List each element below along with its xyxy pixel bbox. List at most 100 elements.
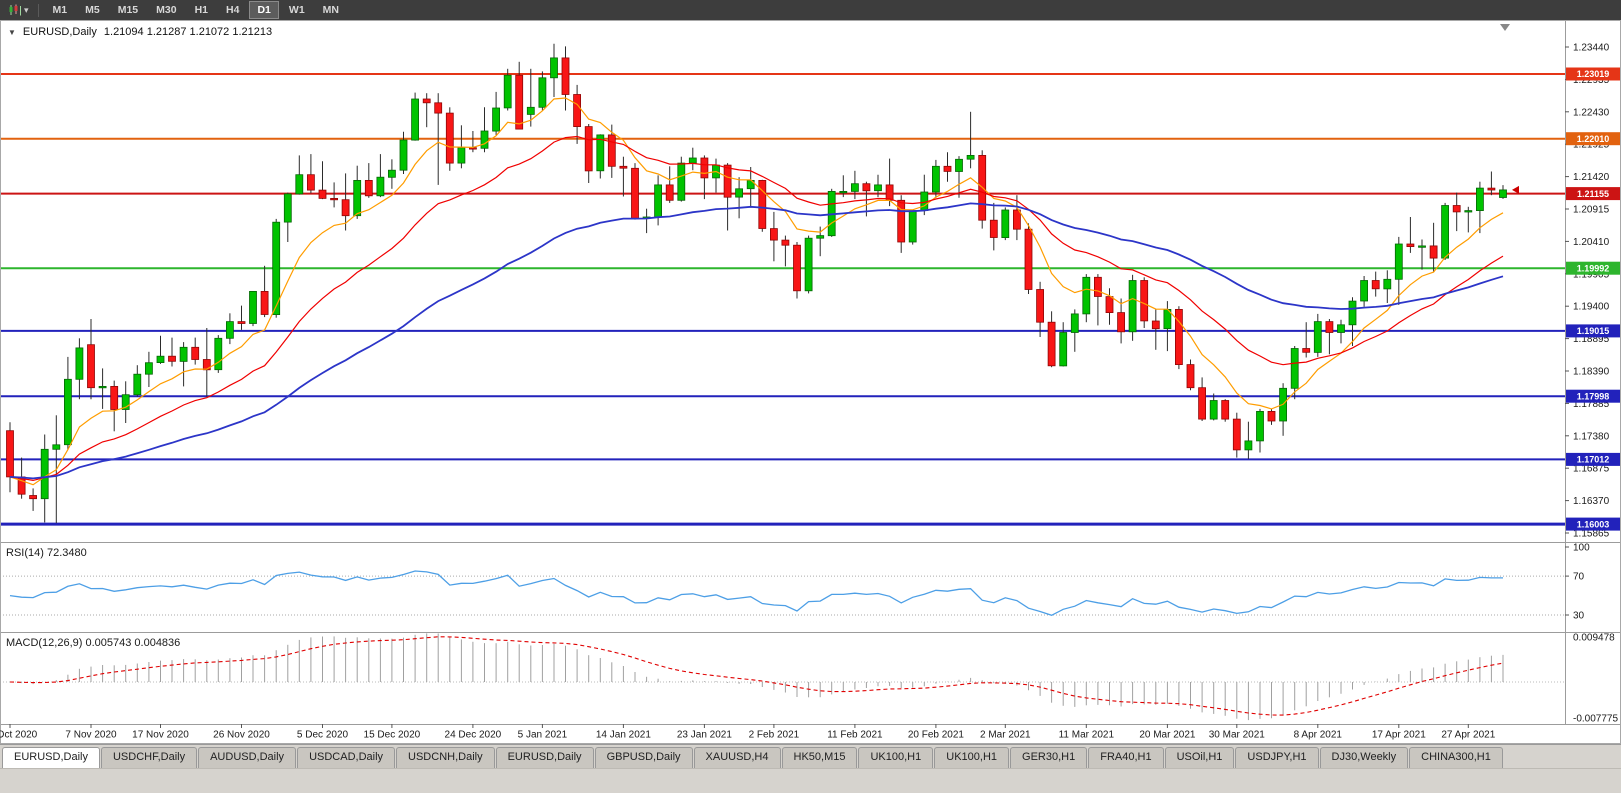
timeframe-toolbar: ▾ M1 M5 M15 M30 H1 H4 D1 W1 MN	[0, 0, 1621, 20]
rsi-axis-label: 30	[1573, 611, 1585, 622]
date-axis-label: 2 Mar 2021	[980, 730, 1031, 741]
chart-tab-usdcnh-daily-4[interactable]: USDCNH,Daily	[396, 747, 495, 768]
collapse-panel-icon[interactable]: ▼	[8, 27, 16, 37]
price-axis-label: 1.23440	[1573, 43, 1610, 54]
timeframe-button-h1[interactable]: H1	[194, 3, 209, 16]
chart-tab-dj30-weekly-15[interactable]: DJ30,Weekly	[1319, 747, 1409, 768]
price-axis-label: 1.18895	[1573, 334, 1610, 345]
date-axis-label: 17 Nov 2020	[132, 730, 189, 741]
chart-tab-ger30-h1-11[interactable]: GER30,H1	[1010, 747, 1088, 768]
chart-tab-usdjpy-h1-14[interactable]: USDJPY,H1	[1235, 747, 1319, 768]
price-axis-label: 1.16875	[1573, 464, 1610, 475]
timeframe-button-m30[interactable]: M30	[156, 3, 177, 16]
date-axis-label: 11 Mar 2021	[1059, 730, 1115, 741]
chart-tab-eurusd-daily-0[interactable]: EURUSD,Daily	[2, 747, 100, 768]
date-axis-label: 7 Nov 2020	[65, 730, 117, 741]
ma-line-8	[9, 97, 1504, 486]
date-axis-label: 5 Jan 2021	[518, 730, 568, 741]
level-price-tag-1.19015: 1.19015	[1566, 324, 1620, 338]
level-price-tag-1.19992: 1.19992	[1566, 261, 1620, 275]
chart-tab-eurusd-daily-5[interactable]: EURUSD,Daily	[495, 747, 594, 768]
chevron-down-icon: ▾	[24, 4, 29, 15]
chart-tab-audusd-daily-2[interactable]: AUDUSD,Daily	[198, 747, 297, 768]
chart-tab-uk100-h1-9[interactable]: UK100,H1	[858, 747, 934, 768]
svg-text:1.17998: 1.17998	[1577, 391, 1610, 401]
timeframe-button-mn[interactable]: MN	[322, 3, 339, 16]
toolbar-separator	[37, 3, 39, 17]
moving-averages-group	[9, 97, 1504, 486]
date-axis-label: 26 Nov 2020	[213, 730, 270, 741]
chart-ohlc-values: 1.21094 1.21287 1.21072 1.21213	[103, 26, 273, 38]
chart-tab-fra40-h1-12[interactable]: FRA40,H1	[1088, 747, 1164, 768]
price-axis-label: 1.19400	[1573, 302, 1610, 313]
timeframe-button-h4[interactable]: H4	[226, 3, 240, 16]
svg-text:1.19992: 1.19992	[1577, 263, 1610, 273]
timeframe-button-w1[interactable]: W1	[288, 3, 305, 16]
rsi-indicator-label: RSI(14) 72.3480	[6, 547, 87, 559]
status-strip	[0, 768, 1621, 793]
level-price-tag-1.23019: 1.23019	[1566, 67, 1620, 81]
date-axis-label: 5 Dec 2020	[297, 730, 349, 741]
date-axis-label: 15 Dec 2020	[364, 730, 421, 741]
chart-tab-usdcad-daily-3[interactable]: USDCAD,Daily	[297, 747, 396, 768]
support-resistance-lines[interactable]	[0, 73, 1565, 526]
date-axis-label: 29 Oct 2020	[0, 730, 38, 741]
chart-area[interactable]: 1.234401.229351.224301.219251.214201.209…	[0, 20, 1621, 744]
svg-text:1.19015: 1.19015	[1577, 326, 1610, 336]
price-axis-label: 1.16370	[1573, 496, 1610, 507]
timeframe-button-d1[interactable]: D1	[249, 0, 279, 20]
macd-signal-line	[9, 636, 1504, 716]
date-axis-label: 20 Mar 2021	[1139, 730, 1196, 741]
svg-text:1.17012: 1.17012	[1577, 455, 1610, 465]
chart-header: ▼ EURUSD,Daily 1.21094 1.21287 1.21072 1…	[8, 26, 272, 38]
level-price-tag-1.21155: 1.21155	[1566, 187, 1620, 201]
date-axis-label: 17 Apr 2021	[1372, 730, 1426, 741]
candlestick-glyph	[9, 4, 21, 16]
chart-shift-marker[interactable]	[1500, 24, 1510, 31]
price-axis-label: 1.22430	[1573, 107, 1610, 118]
price-axis-label: 1.17380	[1573, 431, 1610, 442]
timeframe-button-m15[interactable]: M15	[117, 3, 139, 16]
date-axis-label: 11 Feb 2021	[827, 730, 883, 741]
chart-tab-usdchf-daily-1[interactable]: USDCHF,Daily	[100, 747, 198, 768]
level-price-tag-1.17998: 1.17998	[1566, 389, 1620, 403]
price-axis-label: 1.20410	[1573, 237, 1610, 248]
macd-axis-label: -0.007775	[1573, 714, 1618, 725]
macd-indicator-label: MACD(12,26,9) 0.005743 0.004836	[6, 637, 180, 649]
price-chart-canvas[interactable]: 1.234401.229351.224301.219251.214201.209…	[0, 20, 1621, 744]
date-axis-label: 14 Jan 2021	[596, 730, 651, 741]
date-axis-label: 20 Feb 2021	[908, 730, 965, 741]
level-price-tag-1.16003: 1.16003	[1566, 517, 1620, 531]
chart-tab-hk50-m15-8[interactable]: HK50,M15	[781, 747, 858, 768]
chart-tab-usoil-h1-13[interactable]: USOil,H1	[1164, 747, 1235, 768]
svg-text:1.21155: 1.21155	[1577, 189, 1609, 199]
date-axis-label: 27 Apr 2021	[1441, 730, 1495, 741]
price-axis-label: 1.15865	[1573, 529, 1610, 540]
svg-text:1.23019: 1.23019	[1577, 69, 1610, 79]
ma-line-50	[9, 202, 1504, 480]
macd-axis-label: 0.009478	[1573, 633, 1615, 644]
price-axis-label: 1.17885	[1573, 399, 1610, 410]
candlestick-chart-icon[interactable]: ▾	[4, 3, 33, 17]
chart-symbol-label: EURUSD,Daily	[22, 26, 97, 38]
date-axis-label: 2 Feb 2021	[749, 730, 800, 741]
chart-tab-gbpusd-daily-6[interactable]: GBPUSD,Daily	[594, 747, 693, 768]
svg-text:1.16003: 1.16003	[1577, 519, 1610, 529]
price-axis-label: 1.18390	[1573, 367, 1610, 378]
rsi-axis-label: 70	[1573, 572, 1585, 583]
chart-tab-uk100-h1-10[interactable]: UK100,H1	[934, 747, 1010, 768]
timeframe-button-m5[interactable]: M5	[85, 3, 100, 16]
chart-background	[0, 20, 1621, 744]
chart-tab-bar: EURUSD,Daily USDCHF,Daily AUDUSD,Daily USDC…	[0, 744, 1621, 768]
ma-line-20	[9, 135, 1504, 482]
price-axis-label: 1.19905	[1573, 269, 1610, 280]
rsi-axis-label: 100	[1573, 543, 1590, 554]
chart-tab-china300-h1-16[interactable]: CHINA300,H1	[1409, 747, 1503, 768]
rsi-line	[9, 570, 1503, 617]
chart-tab-xauusd-h4-7[interactable]: XAUUSD,H4	[693, 747, 781, 768]
date-axis-label: 8 Apr 2021	[1294, 730, 1343, 741]
macd-histogram	[21, 633, 1504, 721]
date-axis-label: 24 Dec 2020	[445, 730, 502, 741]
timeframe-button-m1[interactable]: M1	[52, 3, 68, 16]
